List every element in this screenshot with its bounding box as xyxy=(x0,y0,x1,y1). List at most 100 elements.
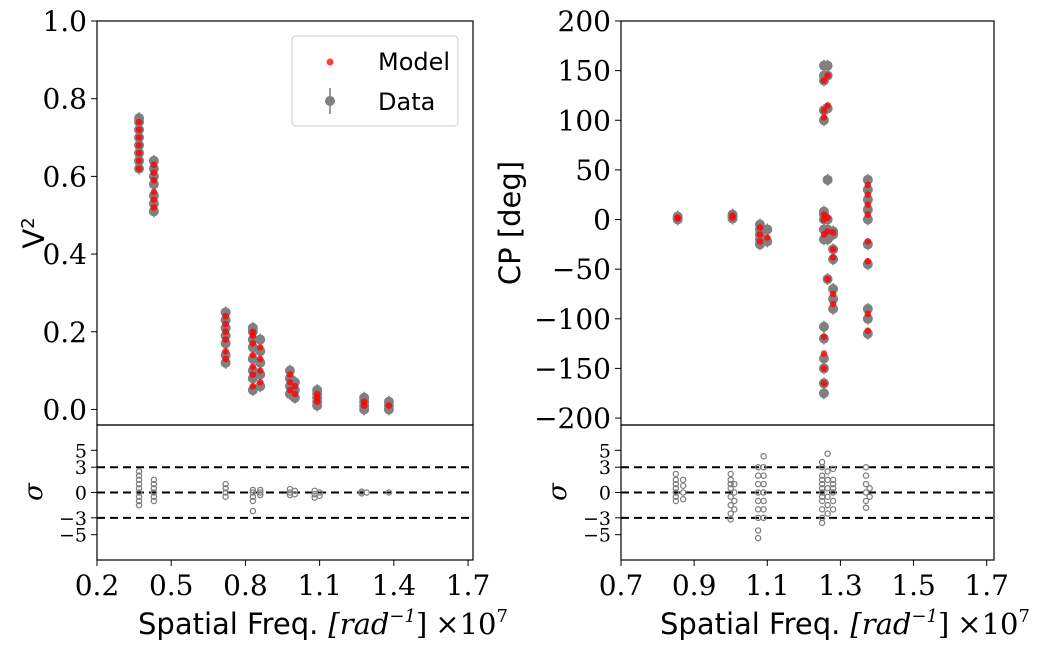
v2-ytick-label: 0.0 xyxy=(42,393,87,426)
cp-model-point xyxy=(820,333,828,340)
v2-model-point xyxy=(249,340,257,347)
v2-model-point xyxy=(135,118,143,126)
cp-residual-residual-point xyxy=(754,497,762,505)
v2-residual-residual-point xyxy=(150,480,158,488)
cp-ytick-label: −100 xyxy=(534,303,611,336)
v2-model-point xyxy=(222,320,229,328)
cp-residual-residual-point xyxy=(672,470,680,478)
v2-residual-residual-point xyxy=(291,490,299,498)
cp-residual-residual-point xyxy=(727,476,734,484)
v2-model-point xyxy=(291,390,299,398)
v2-residual-residual-point xyxy=(222,480,229,488)
cp-residual-residual-point xyxy=(754,506,762,513)
v2-residual-residual-point xyxy=(150,476,158,484)
v2-ytick-label: 0.6 xyxy=(42,160,87,193)
cp-model-point xyxy=(829,253,837,261)
v2-model-point xyxy=(286,378,294,386)
v2-residual-residual-point xyxy=(150,493,158,500)
v2-residual-residual-point xyxy=(316,489,323,496)
v2-model-point xyxy=(256,355,264,363)
v2-residual-ytick-label: 5 xyxy=(75,440,87,462)
cp-residual-residual-point xyxy=(754,527,762,534)
v2-model-point xyxy=(150,188,158,196)
legend-model-label: Model xyxy=(378,48,450,76)
v2-ytick-label: 0.8 xyxy=(42,83,87,116)
v2-model-point xyxy=(291,382,299,390)
cp-model-point xyxy=(824,214,831,221)
cp-residual-xtick-label: 1.1 xyxy=(745,569,790,602)
cp-residual-residual-point xyxy=(824,468,831,475)
v2-residual-residual-point xyxy=(249,493,257,500)
cp-model-point xyxy=(820,365,828,372)
v2-model-point xyxy=(286,386,294,394)
cp-model-point xyxy=(864,211,872,218)
cp-ylabel: CP [deg] xyxy=(493,161,527,285)
cp-data-point xyxy=(828,284,839,295)
cp-data-point xyxy=(862,174,873,185)
cp-data-point xyxy=(862,184,873,195)
cp-residual-residual-point xyxy=(760,452,767,460)
v2-residual-residual-point xyxy=(135,480,143,488)
cp-model-point xyxy=(820,350,828,357)
cp-residual-residual-point xyxy=(672,485,680,492)
v2-model-point xyxy=(135,157,143,165)
cp-residual-residual-point xyxy=(727,510,734,517)
cp-residual-residual-point xyxy=(760,472,767,479)
legend: Model Data xyxy=(291,35,459,127)
cp-data-point xyxy=(862,204,873,215)
v2-model-point xyxy=(222,347,229,355)
v2-model-point xyxy=(222,312,229,320)
cp-model-point xyxy=(829,246,837,253)
v2-model-point xyxy=(150,204,158,211)
v2-model-point xyxy=(222,328,229,336)
v2-residual-xtick-label: 1.7 xyxy=(446,569,491,602)
v2-residual-residual-point xyxy=(135,497,143,505)
cp-data-point xyxy=(818,388,829,399)
v2-residual-residual-point xyxy=(135,472,143,479)
cp-model-point xyxy=(824,72,831,79)
v2-residual-residual-point xyxy=(222,493,229,500)
cp-residual-residual-point xyxy=(672,493,680,500)
cp-residual-residual-point xyxy=(818,480,826,488)
v2-residual-residual-point xyxy=(135,485,143,492)
cp-model-point xyxy=(829,290,837,298)
v2-residual-ytick-label: −5 xyxy=(59,525,87,547)
cp-residual-xtick-label: 0.9 xyxy=(672,569,717,602)
cp-residual-residual-point xyxy=(818,472,826,479)
v2-residual-residual-point xyxy=(249,497,257,505)
v2-residual-residual-point xyxy=(249,486,257,494)
cp-residual-residual-point xyxy=(727,516,734,523)
cp-model-point xyxy=(864,191,872,199)
legend-model-marker xyxy=(326,58,334,66)
cp-residual-residual-point xyxy=(731,489,738,496)
cp-residual-residual-point xyxy=(824,501,831,509)
cp-model-point xyxy=(756,238,764,245)
cp-residual-residual-point xyxy=(679,482,687,489)
cp-model-point xyxy=(864,238,872,245)
cp-model-point xyxy=(824,275,831,283)
cp-residual-residual-point xyxy=(824,510,831,517)
v2-model-point xyxy=(150,161,158,169)
cp-residual-residual-point xyxy=(754,480,762,488)
cp-model-point xyxy=(864,181,872,189)
cp-model-point xyxy=(674,214,681,221)
v2-residual-xtick-label: 0.2 xyxy=(75,569,120,602)
v2-model-point xyxy=(256,367,264,374)
cp-residual-residual-point xyxy=(824,476,831,484)
cp-data-point xyxy=(762,224,773,235)
cp-residual-residual-point xyxy=(818,489,826,496)
cp-residual-residual-point xyxy=(824,485,831,492)
cp-model-point xyxy=(829,229,837,236)
cp-residual-residual-point xyxy=(679,489,687,496)
cp-model-point xyxy=(756,231,764,238)
v2-residual-residual-point xyxy=(135,501,143,509)
v2-residual-residual-point xyxy=(135,489,143,496)
cp-residual-xtick-label: 1.7 xyxy=(964,569,1009,602)
cp-residual-residual-point xyxy=(829,480,837,488)
v2-residual-ytick-label: −3 xyxy=(59,508,87,530)
cp-residual-residual-point xyxy=(760,497,767,505)
v2-residual-ytick-label: 0 xyxy=(75,483,87,505)
cp-residual-ytick-label: −3 xyxy=(583,508,611,530)
v2-ytick-label: 0.2 xyxy=(42,316,87,349)
cp-model-point xyxy=(820,77,828,84)
